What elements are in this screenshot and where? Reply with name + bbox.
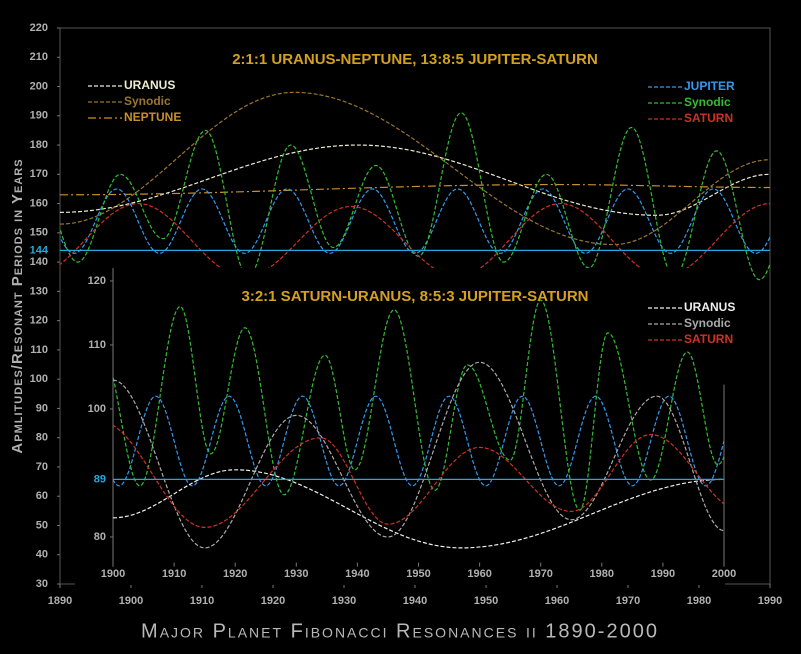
legend-label: SATURN [684,332,733,346]
series-line [60,144,770,216]
x-tick-label: 1970 [528,568,552,580]
y-tick-label: 200 [30,80,48,92]
y-tick-label: 160 [30,197,48,209]
chart-title: 3:2:1 SATURN-URANUS, 8:5:3 JUPITER-SATUR… [242,288,589,305]
legend-label: SATURN [684,111,733,125]
legend-label: Synodic [684,95,731,109]
legend-label: URANUS [124,78,175,92]
x-tick-label: 1960 [545,595,569,607]
y-tick-label: 70 [36,461,48,473]
y-tick-label: 140 [30,256,48,268]
x-tick-label: 1890 [48,595,72,607]
x-tick-label: 1900 [101,568,125,580]
reference-label: 144 [30,244,49,256]
legend-label: Synodic [684,316,731,330]
y-tick-label: 100 [88,403,106,415]
series-line [60,183,770,196]
y-tick-label: 40 [36,549,48,561]
x-tick-label: 1950 [406,568,430,580]
y-tick-label: 60 [36,490,48,502]
y-tick-label: 150 [30,227,48,239]
y-tick-label: 110 [30,344,48,356]
series-line [113,469,724,549]
y-tick-label: 80 [36,432,48,444]
y-tick-label: 210 [30,51,48,63]
y-tick-label: 190 [30,110,48,122]
x-tick-label: 1900 [119,595,143,607]
y-tick-label: 130 [30,285,48,297]
inset-panel [75,268,725,585]
y-axis-label: Apmlitudes/Resonant Periods in Years [9,158,26,453]
figure-title: Major Planet Fibonacci Resonances ii 189… [141,620,659,642]
y-tick-label: 50 [36,519,48,531]
y-tick-label: 100 [30,373,48,385]
x-tick-label: 1970 [616,595,640,607]
series-line [113,395,724,487]
x-tick-label: 1910 [190,595,214,607]
x-tick-label: 1920 [261,595,285,607]
reference-label-bg [26,244,50,257]
series-line [113,299,724,511]
y-tick-label: 120 [30,315,48,327]
series-line [113,425,724,529]
y-tick-label: 110 [88,339,106,351]
chart-title: 2:1:1 URANUS-NEPTUNE, 13:8:5 JUPITER-SAT… [232,51,598,68]
series-line [60,202,770,278]
reference-label: 89 [94,473,106,485]
y-tick-label: 220 [30,22,48,34]
x-tick-label: 1960 [467,568,491,580]
x-tick-label: 2000 [712,568,736,580]
x-tick-label: 1930 [284,568,308,580]
reference-label-bg [84,473,108,486]
x-tick-label: 1940 [345,568,369,580]
y-tick-label: 80 [94,531,106,543]
y-tick-label: 90 [36,402,48,414]
x-tick-label: 1930 [332,595,356,607]
series-line [60,188,770,254]
x-tick-label: 1910 [162,568,186,580]
legend-label: JUPITER [684,79,735,93]
legend-label: NEPTUNE [124,110,181,124]
x-tick-label: 1990 [758,595,782,607]
y-tick-label: 170 [30,168,48,180]
x-tick-label: 1950 [474,595,498,607]
x-tick-label: 1920 [223,568,247,580]
x-tick-label: 1940 [403,595,427,607]
y-tick-label: 120 [88,275,106,287]
x-tick-label: 1980 [590,568,614,580]
y-tick-label: 180 [30,139,48,151]
x-tick-label: 1980 [687,595,711,607]
legend-label: Synodic [124,94,171,108]
series-group [113,299,724,549]
y-tick-label: 30 [36,578,48,590]
series-line [113,361,724,549]
legend-label: URANUS [684,300,735,314]
x-tick-label: 1990 [651,568,675,580]
series-line [60,91,770,246]
